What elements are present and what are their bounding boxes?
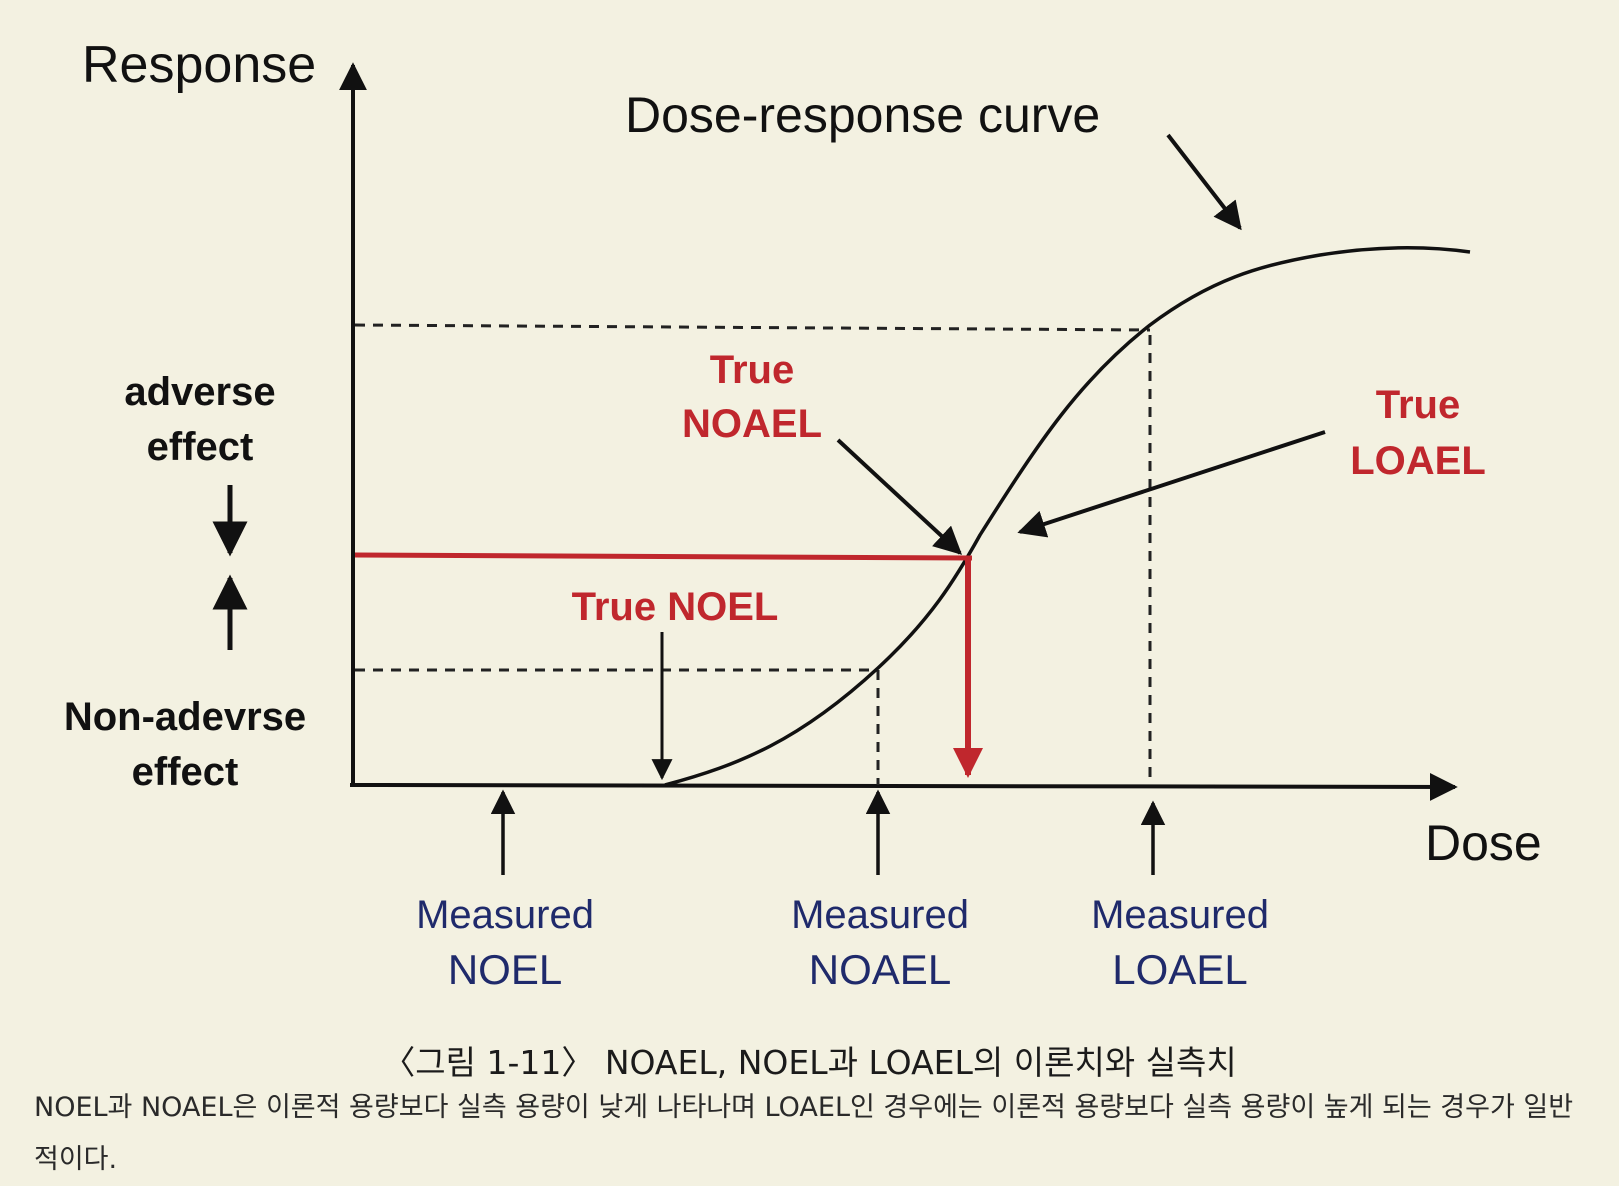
x-axis: [349, 772, 1458, 801]
true-loael-label-line-1: True: [1376, 383, 1460, 427]
true-noael-arrow: [836, 438, 963, 555]
measured-noael-label-line-2: NOAEL: [809, 946, 951, 993]
measured-loael-label-line-2: LOAEL: [1112, 946, 1247, 993]
true-noael-label-line-2: NOAEL: [682, 402, 822, 446]
guide-loael-horizontal: [354, 323, 1151, 332]
measured-noael-label-line-1: Measured: [791, 893, 969, 937]
x-axis-label: Dose: [1425, 815, 1542, 871]
dose-response-diagram: Response Dose Dose-response curve advers…: [64, 36, 1542, 993]
true-loael-arrow: [1017, 430, 1326, 538]
curve-label-arrow: [1166, 133, 1242, 231]
true-noel-label: True NOEL: [572, 585, 779, 629]
curve-label: Dose-response curve: [625, 87, 1100, 143]
adverse-effect-line-1: adverse: [124, 370, 275, 414]
measured-noel-label-line-1: Measured: [416, 893, 594, 937]
true-noael-horizontal-red: [354, 552, 973, 561]
measured-noel-label-line-2: NOEL: [448, 946, 562, 993]
adverse-effect-line-2: effect: [147, 425, 254, 469]
y-axis-label: Response: [82, 36, 316, 94]
figure-description: NOEL과 NOAEL은 이론적 용량보다 실측 용량이 낮게 나타나며 LOA…: [34, 1092, 1574, 1175]
figure-caption: 〈그림 1-11〉 NOAEL, NOEL과 LOAEL의 이론치와 실측치: [382, 1043, 1237, 1082]
true-noael-label-line-1: True: [710, 348, 794, 392]
dose-response-curve: [664, 245, 1471, 787]
true-loael-label-line-2: LOAEL: [1350, 439, 1486, 483]
non-adverse-effect-line-1: Non-adevrse: [64, 695, 306, 739]
measured-loael-label-line-1: Measured: [1091, 893, 1269, 937]
non-adverse-effect-line-2: effect: [132, 750, 239, 794]
